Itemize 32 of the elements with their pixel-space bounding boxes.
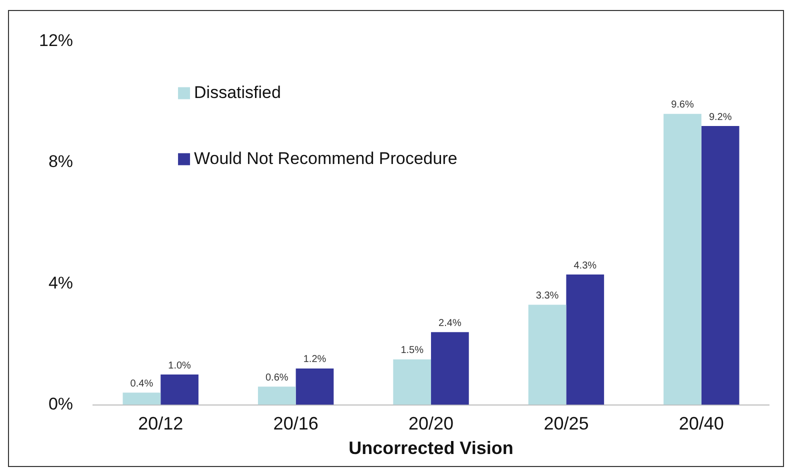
y-tick-label: 0%	[48, 394, 74, 414]
data-label: 1.5%	[400, 345, 424, 356]
x-tick-label: 20/16	[273, 414, 318, 434]
bar	[160, 374, 198, 405]
bar	[431, 332, 469, 405]
x-tick-label: 20/40	[678, 414, 724, 434]
legend-label: Dissatisfied	[194, 82, 281, 102]
data-label: 0.4%	[130, 378, 154, 390]
bar	[122, 392, 161, 405]
legend-label: Would Not Recommend Procedure	[194, 148, 458, 168]
data-label: 2.4%	[438, 318, 462, 329]
data-label: 1.0%	[168, 360, 192, 372]
data-label: 3.3%	[536, 290, 559, 302]
data-label: 4.3%	[574, 260, 597, 272]
x-tick-label: 20/20	[408, 414, 454, 434]
bar	[701, 126, 740, 405]
y-tick-label: 8%	[48, 152, 74, 172]
data-label: 0.6%	[265, 372, 288, 384]
bar	[258, 386, 296, 405]
data-label: 9.6%	[671, 100, 694, 111]
bar	[528, 304, 566, 405]
bar	[393, 359, 432, 405]
y-tick-label: 12%	[38, 30, 74, 50]
x-tick-label: 20/25	[544, 414, 589, 434]
x-axis-title: Uncorrected Vision	[348, 438, 514, 458]
data-label: 1.2%	[303, 354, 326, 366]
y-tick-label: 4%	[48, 273, 74, 292]
bar	[296, 368, 334, 405]
bar	[566, 274, 604, 405]
bar	[664, 114, 702, 405]
x-tick-label: 20/12	[138, 414, 184, 434]
data-label: 9.2%	[708, 112, 732, 123]
